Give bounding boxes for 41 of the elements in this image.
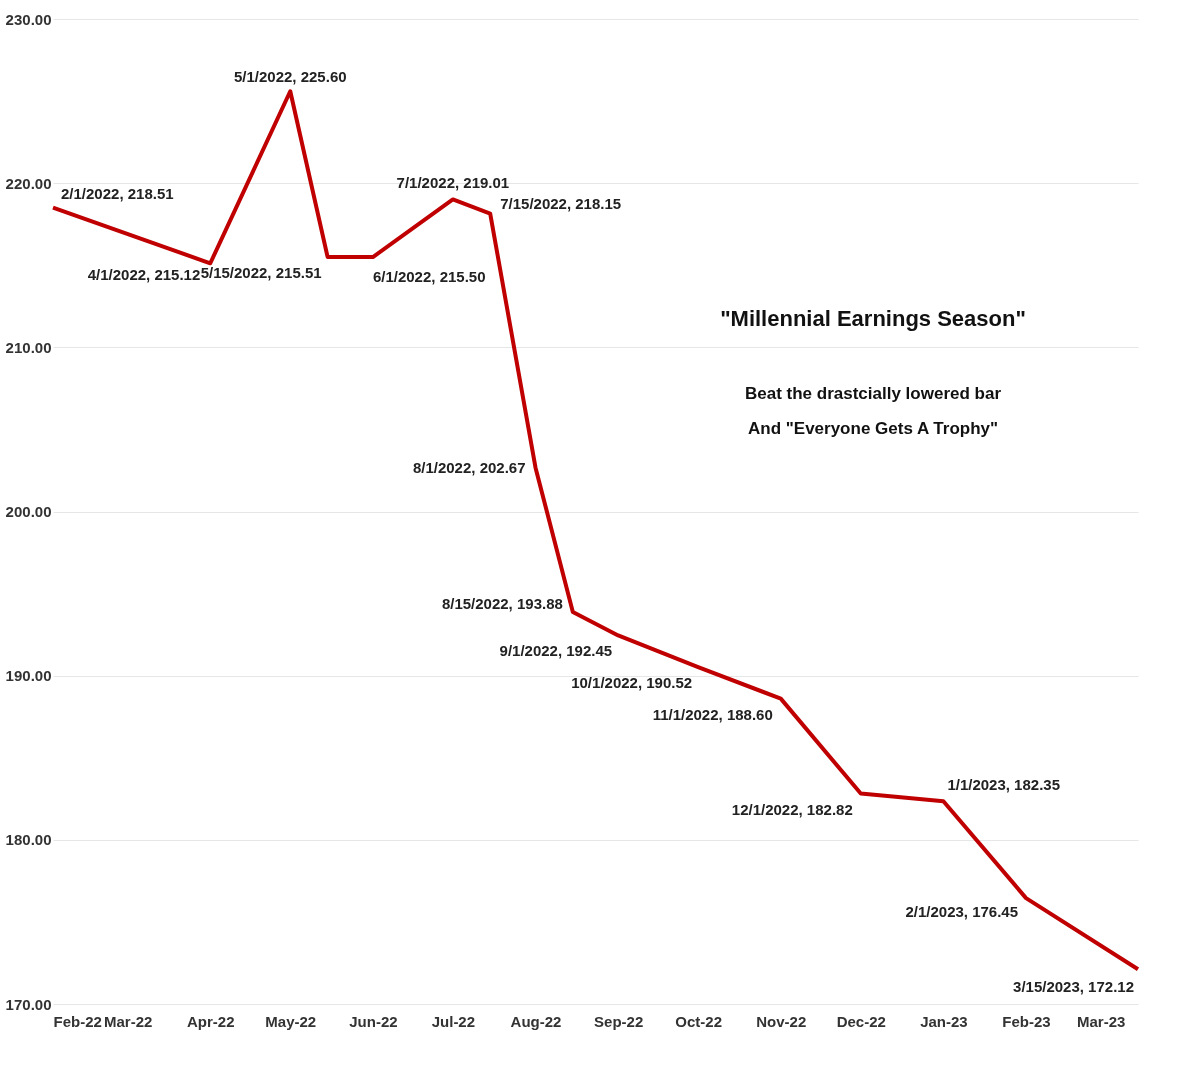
x-tick-label: Jul-22 (431, 1012, 476, 1030)
x-tick-label: Mar-22 (103, 1012, 153, 1030)
data-label: 2/1/2023, 176.45 (905, 903, 1019, 921)
data-label: 8/1/2022, 202.67 (412, 458, 526, 476)
y-tick-label: 210.00 (5, 338, 52, 356)
data-label: 11/1/2022, 188.60 (652, 705, 773, 723)
x-tick-label: Sep-22 (594, 1012, 644, 1030)
data-label: 5/1/2022, 225.60 (233, 68, 347, 86)
x-tick-label: Jun-22 (349, 1012, 398, 1030)
data-label: 2/1/2022, 218.51 (61, 184, 174, 202)
y-tick-label: 170.00 (5, 995, 52, 1013)
x-tick-label: Dec-22 (836, 1012, 886, 1030)
y-tick-label: 200.00 (5, 503, 52, 520)
annotation: Beat the drastcially lowered bar (744, 384, 1002, 403)
data-label: 9/1/2022, 192.45 (499, 642, 613, 660)
y-tick-label: 190.00 (5, 667, 52, 685)
x-tick-label: Oct-22 (675, 1012, 722, 1030)
x-tick-label: Apr-22 (187, 1012, 235, 1030)
line-series (51, 89, 1140, 972)
data-label: 7/15/2022, 218.15 (500, 194, 622, 212)
x-tick-label: Mar-23 (1077, 1012, 1126, 1030)
x-tick-label: Jan-23 (920, 1012, 968, 1030)
data-label: 4/1/2022, 215.12 (87, 266, 201, 284)
x-tick-label: Feb-23 (1002, 1012, 1051, 1030)
data-label: 7/1/2022, 219.01 (396, 174, 510, 192)
data-label: 1/1/2023, 182.35 (947, 776, 1060, 794)
data-label: 3/15/2023, 172.12 (1013, 978, 1134, 996)
annotation: "Millennial Earnings Season" (720, 306, 1026, 331)
y-tick-label: 230.00 (5, 10, 52, 28)
data-label: 8/15/2022, 193.88 (441, 594, 563, 612)
y-tick-label: 220.00 (5, 174, 52, 192)
data-label: 10/1/2022, 190.52 (571, 674, 693, 692)
annotation: And "Everyone Gets A Trophy" (747, 419, 999, 438)
data-label: 12/1/2022, 182.82 (731, 800, 853, 818)
y-tick-label: 180.00 (5, 831, 52, 849)
x-tick-label: Aug-22 (510, 1012, 562, 1030)
x-tick-label: May-22 (265, 1012, 317, 1030)
data-label: 6/1/2022, 215.50 (372, 268, 486, 286)
x-tick-label: Nov-22 (756, 1012, 807, 1030)
x-tick-label: Feb-22 (53, 1012, 102, 1030)
data-label: 5/15/2022, 215.51 (200, 263, 322, 281)
